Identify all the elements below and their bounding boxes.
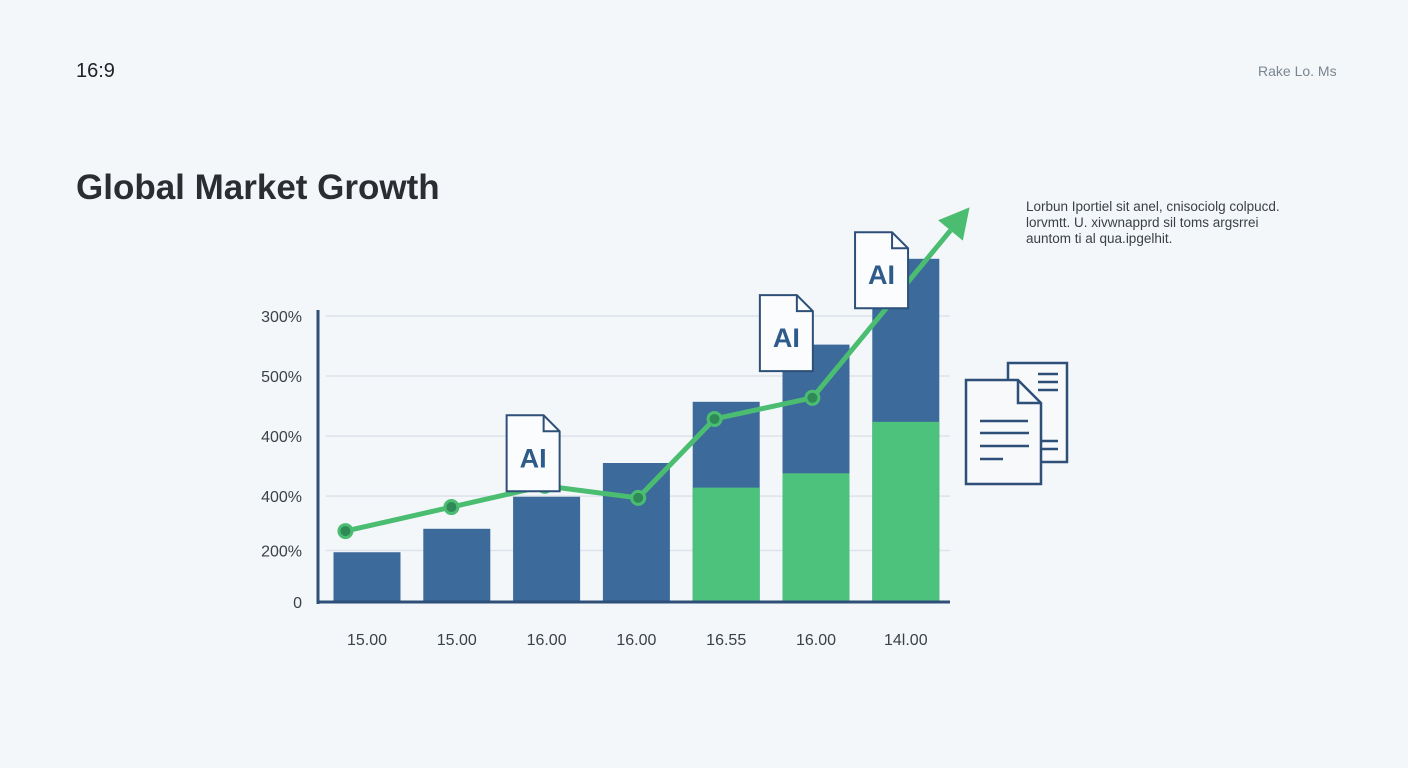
x-tick-label: 14l.00 [884,632,928,649]
bar-blue [333,552,401,602]
bar-green [692,487,760,602]
ai-label: AI [773,323,800,353]
document-stack-icon [964,361,1069,486]
page-title: Global Market Growth [76,168,440,207]
description-text: Lorbun Iportiel sit anel, cnisociolg col… [1026,199,1280,246]
ai-document-icon: AI [505,414,561,493]
bar-green [872,421,940,602]
bar-green [782,473,850,602]
brand-label: Rake Lo. Ms [1258,63,1337,79]
x-tick-label: 16.00 [527,632,567,649]
trend-point [443,499,460,516]
document-fold [891,232,909,250]
ai-document-icon: AI [758,294,814,373]
trend-point [804,389,821,406]
y-tick-label: 0 [293,595,302,612]
x-tick-label: 15.00 [347,632,387,649]
trend-point [706,410,723,427]
x-tick-label: 16.00 [796,632,836,649]
ai-document-icon: AI [854,231,910,310]
ai-label: AI [520,443,547,473]
y-tick-label: 400% [261,489,302,506]
y-tick-label: 500% [261,369,302,386]
aspect-ratio-label: 16:9 [76,60,115,82]
document-fold [542,415,560,433]
document-fold [795,295,813,313]
y-tick-label: 300% [261,309,302,326]
trend-arrowhead [938,207,970,241]
ai-label: AI [868,260,895,290]
y-tick-label: 200% [261,544,302,561]
bar-blue [423,528,491,602]
trend-point [337,523,354,540]
y-tick-label: 400% [261,429,302,446]
bar-blue [513,496,581,602]
document-outline [854,231,910,310]
x-tick-label: 15.00 [437,632,477,649]
x-tick-label: 16.00 [616,632,656,649]
document-outline [758,294,814,373]
bar-blue [602,463,670,602]
x-tick-label: 16.55 [706,632,746,649]
document-outline [505,414,561,493]
trend-point [630,489,647,506]
